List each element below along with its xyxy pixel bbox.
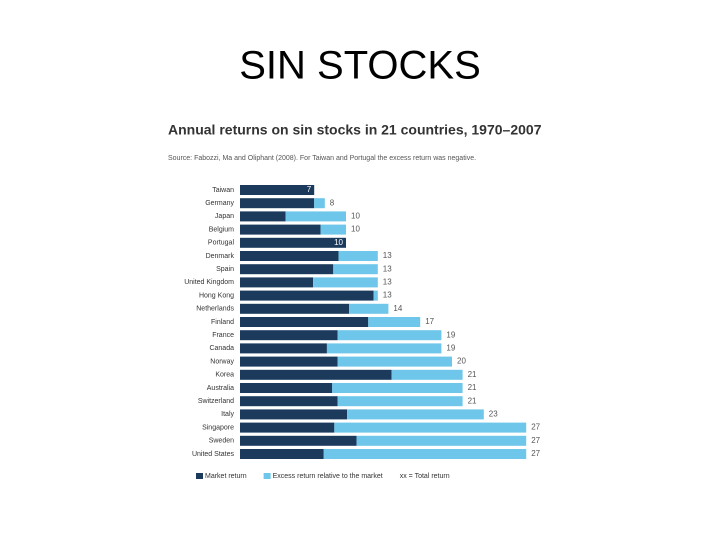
category-label: Italy bbox=[221, 411, 234, 418]
category-label: United Kingdom bbox=[184, 279, 234, 286]
category-label: Norway bbox=[210, 358, 234, 365]
bar-segment bbox=[240, 185, 315, 195]
category-label: Canada bbox=[209, 345, 234, 352]
bar-segment bbox=[334, 422, 527, 433]
category-label: Germany bbox=[205, 200, 234, 207]
bar-segment bbox=[240, 343, 327, 354]
total-label: 23 bbox=[489, 410, 498, 419]
category-label: Singapore bbox=[202, 424, 234, 431]
category-label: Spain bbox=[216, 266, 234, 273]
category-label: Korea bbox=[215, 372, 234, 379]
legend-label: Market return bbox=[205, 473, 247, 480]
bar-segment bbox=[285, 211, 346, 222]
category-label: Netherlands bbox=[196, 306, 234, 313]
bar-segment bbox=[240, 290, 374, 301]
category-label: Sweden bbox=[209, 438, 234, 445]
bar-segment bbox=[373, 290, 378, 301]
total-label: 21 bbox=[468, 370, 477, 379]
category-label: Japan bbox=[215, 213, 234, 220]
total-label: 17 bbox=[425, 317, 434, 326]
bar-segment bbox=[240, 422, 335, 433]
bar-segment bbox=[240, 277, 314, 288]
category-label: Hong Kong bbox=[199, 292, 234, 299]
bar-segment bbox=[240, 317, 369, 327]
total-label: 20 bbox=[457, 357, 466, 366]
bar-segment bbox=[240, 303, 350, 314]
total-label: 13 bbox=[383, 264, 392, 273]
bar-segment bbox=[337, 330, 442, 341]
category-label: Australia bbox=[207, 385, 234, 392]
total-label: 27 bbox=[531, 436, 540, 445]
bar-segment bbox=[240, 369, 392, 380]
bar-segment bbox=[240, 396, 338, 407]
chart-title: Annual returns on sin stocks in 21 count… bbox=[168, 122, 542, 138]
category-label: Denmark bbox=[206, 253, 235, 260]
bar-segment bbox=[347, 409, 484, 420]
total-label: 10 bbox=[351, 212, 360, 221]
legend-label: xx = Total return bbox=[400, 473, 450, 480]
bar-segment bbox=[240, 449, 324, 459]
bar-segment bbox=[240, 356, 338, 367]
bar-segment bbox=[333, 264, 378, 275]
legend-label: Excess return relative to the market bbox=[273, 473, 383, 480]
total-label: 19 bbox=[446, 330, 455, 339]
bar-segment bbox=[240, 409, 348, 420]
total-label: 27 bbox=[531, 449, 540, 458]
bar-segment bbox=[240, 211, 286, 222]
bar-segment bbox=[314, 198, 325, 209]
category-label: Finland bbox=[211, 319, 234, 326]
bar-segment bbox=[240, 198, 315, 209]
bar-segment bbox=[337, 356, 452, 367]
slide-title: SIN STOCKS bbox=[239, 44, 481, 88]
total-label: 19 bbox=[446, 344, 455, 353]
category-label: Portugal bbox=[208, 240, 235, 247]
legend-swatch bbox=[196, 473, 203, 479]
bar-segment bbox=[313, 277, 378, 288]
category-label: Switzerland bbox=[198, 398, 234, 405]
total-label: 10 bbox=[334, 238, 343, 247]
total-label: 21 bbox=[468, 383, 477, 392]
bar-segment bbox=[240, 237, 346, 248]
bar-segment bbox=[240, 251, 339, 261]
total-label: 21 bbox=[468, 396, 477, 405]
bar-segment bbox=[337, 396, 463, 407]
bar-segment bbox=[320, 224, 346, 235]
bar-segment bbox=[240, 435, 357, 446]
total-label: 10 bbox=[351, 225, 360, 234]
category-label: United States bbox=[192, 451, 235, 458]
total-label: 14 bbox=[393, 304, 402, 313]
category-label: France bbox=[212, 332, 234, 339]
total-label: 27 bbox=[531, 423, 540, 432]
bar-segment bbox=[240, 330, 338, 341]
total-label: 13 bbox=[383, 251, 392, 260]
category-label: Taiwan bbox=[212, 187, 234, 194]
bar-segment bbox=[323, 449, 527, 459]
total-label: 8 bbox=[330, 198, 335, 207]
total-label: 7 bbox=[307, 185, 312, 194]
category-label: Belgium bbox=[209, 226, 234, 233]
bar-segment bbox=[240, 264, 334, 275]
total-label: 13 bbox=[383, 278, 392, 287]
bar-segment bbox=[240, 224, 321, 235]
bar-segment bbox=[391, 369, 463, 380]
chart-subtitle: Source: Fabozzi, Ma and Oliphant (2008).… bbox=[168, 155, 476, 162]
bar-segment bbox=[338, 251, 378, 261]
bar-segment bbox=[356, 435, 527, 446]
bar-segment bbox=[240, 383, 333, 393]
bar-segment bbox=[326, 343, 442, 354]
bar-segment bbox=[332, 383, 463, 393]
legend-swatch bbox=[263, 473, 271, 479]
bar-segment bbox=[349, 303, 389, 314]
bar-segment bbox=[368, 317, 421, 327]
total-label: 13 bbox=[383, 291, 392, 300]
